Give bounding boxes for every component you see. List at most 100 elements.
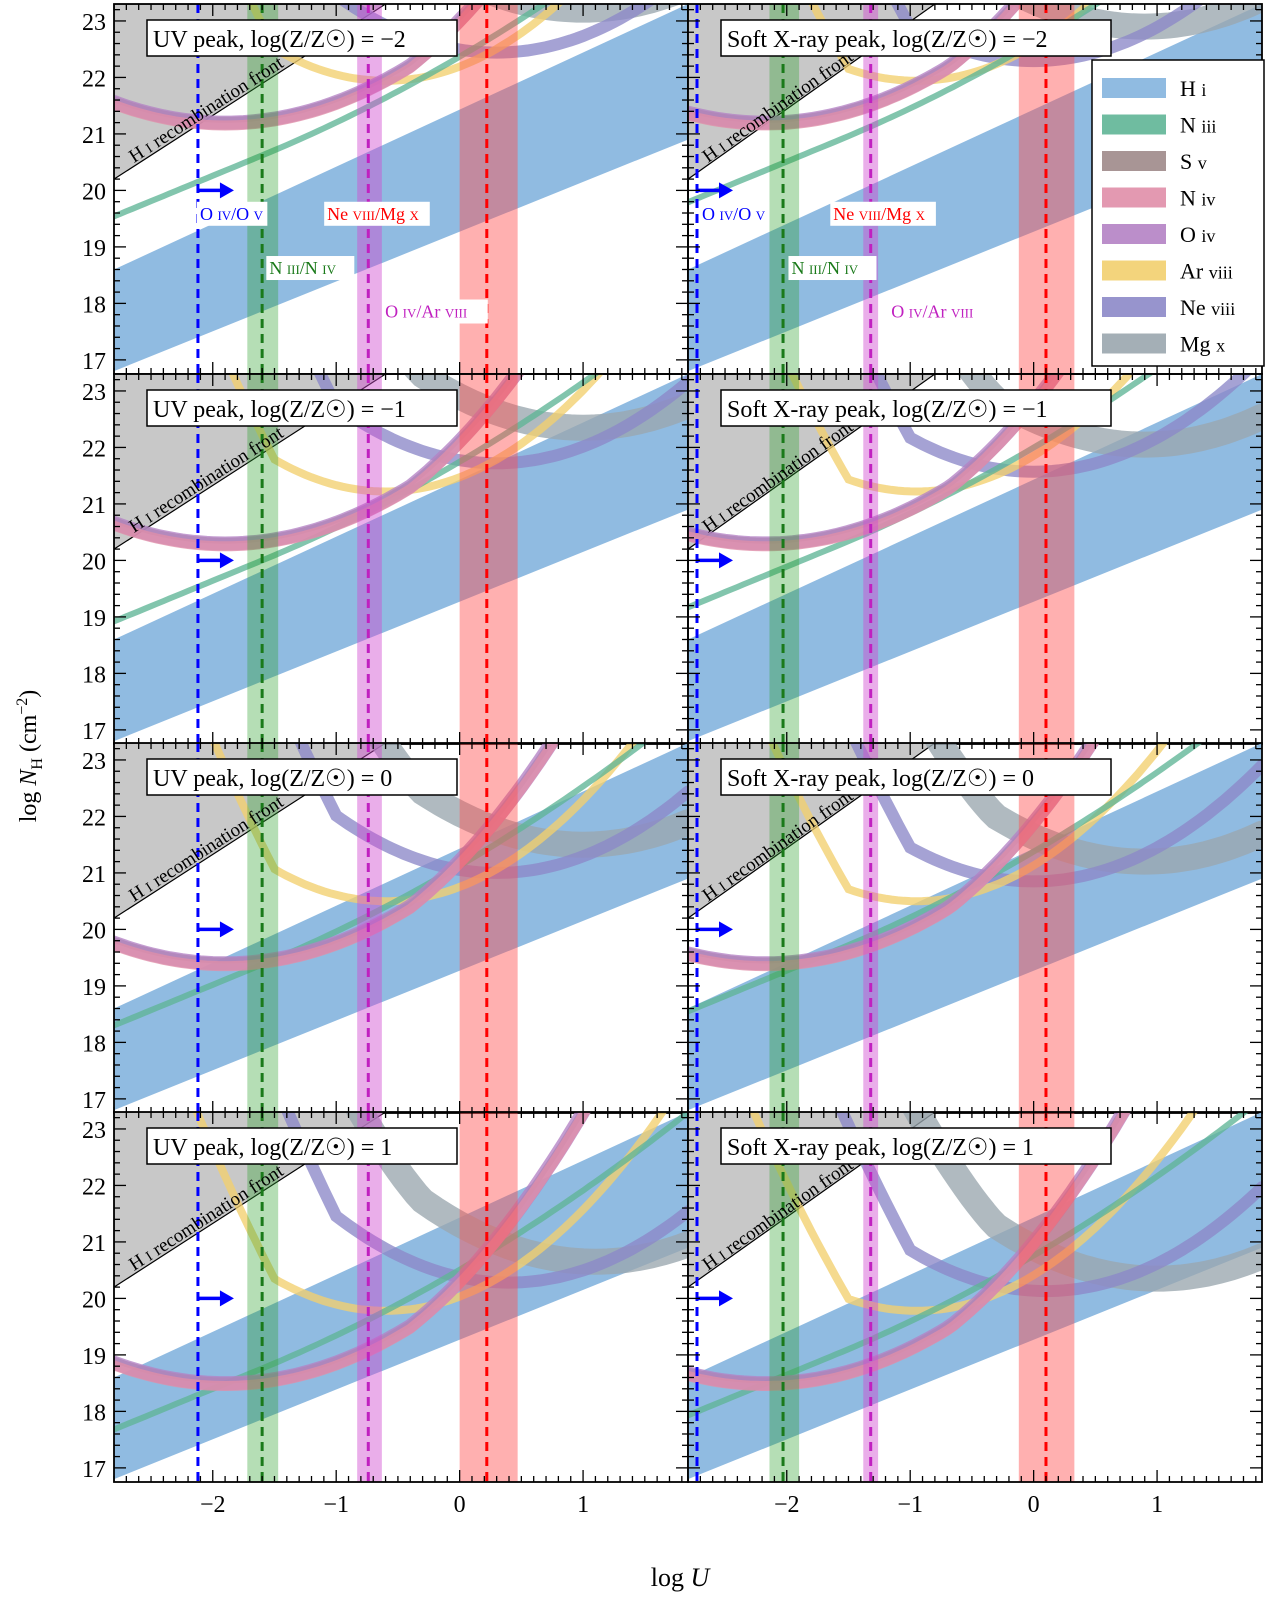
legend-item: S v <box>1102 149 1208 174</box>
legend-item: N iii <box>1102 113 1216 138</box>
y-tick-label: 22 <box>82 66 106 92</box>
tick-marks <box>113 4 688 374</box>
plot-area: H I recombination front <box>114 374 688 744</box>
label-oiv-arviii: O IV/Ar VIII <box>888 299 994 324</box>
y-tick-label: 18 <box>82 292 106 318</box>
arrow-head <box>219 1290 234 1307</box>
hi-band <box>114 374 688 742</box>
ion-curve-mg-x <box>957 374 1262 458</box>
legend: H i N iii S v N iv O iv Ar viii Ne viii Mg x <box>1091 59 1265 367</box>
band-neviii-mgx <box>459 1112 518 1482</box>
y-tick-label: 22 <box>82 1174 106 1200</box>
y-tick-label: 21 <box>82 493 106 519</box>
label-text: O IV/Ar VIII <box>385 302 467 322</box>
label-bg <box>266 256 355 281</box>
title-text: UV peak, log(Z/Z☉) = 0 <box>153 766 392 792</box>
title-text: Soft X-ray peak, log(Z/Z☉) = −2 <box>727 27 1048 53</box>
ion-curve-mg-x <box>924 743 1262 875</box>
x-tick-label: −2 <box>774 1492 800 1518</box>
panel-title: UV peak, log(Z/Z☉) = 0 <box>146 758 458 796</box>
panel-title: Soft X-ray peak, log(Z/Z☉) = 1 <box>720 1127 1112 1165</box>
x-tick-label: −1 <box>897 1492 923 1518</box>
ion-curve-n-iii <box>114 4 550 220</box>
label-bg <box>788 256 877 281</box>
y-tick-label: 20 <box>82 1287 106 1313</box>
panel-title: Soft X-ray peak, log(Z/Z☉) = −1 <box>720 389 1112 427</box>
y-tick-label: 19 <box>82 1344 106 1370</box>
label-neviii-mgx: Ne VIII/Mg X <box>324 201 430 226</box>
legend-label: N iv <box>1180 186 1216 211</box>
label-oiv-ov: O IV/O V <box>196 201 268 226</box>
panel-frame <box>687 1111 1263 1483</box>
label-text: O IV/Ar VIII <box>891 302 973 322</box>
y-tick-label: 18 <box>82 1031 106 1057</box>
arrow-head <box>219 552 234 569</box>
title-box <box>720 758 1112 796</box>
title-box <box>720 1127 1112 1165</box>
x-tick-label: 0 <box>454 1492 466 1518</box>
y-tick-label: 20 <box>82 918 106 944</box>
ion-curve-ne-viii <box>835 1112 1262 1298</box>
y-tick-label: 22 <box>82 805 106 831</box>
legend-label: N iii <box>1180 113 1216 138</box>
y-tick-label: 19 <box>82 236 106 262</box>
panel-title: Soft X-ray peak, log(Z/Z☉) = 0 <box>720 758 1112 796</box>
title-text: Soft X-ray peak, log(Z/Z☉) = −1 <box>727 397 1048 423</box>
y-tick-label: 23 <box>82 1118 106 1144</box>
legend-item: Mg x <box>1102 332 1225 357</box>
y-axis-label: log NH (cm−2) <box>14 690 46 823</box>
y-tick-label: 23 <box>82 749 106 775</box>
label-text: N III/N IV <box>791 258 858 278</box>
band-neviii-mgx <box>459 743 518 1113</box>
title-box <box>720 389 1112 427</box>
legend-swatch <box>1102 151 1166 171</box>
y-tick-label: 18 <box>82 662 106 688</box>
legend-item: Ar viii <box>1102 259 1233 284</box>
label-text: Ne VIII/Mg X <box>833 204 925 224</box>
x-axis-label: log U <box>651 1563 712 1592</box>
panel-title: UV peak, log(Z/Z☉) = −2 <box>146 19 458 57</box>
y-tick-label: 19 <box>82 975 106 1001</box>
title-box <box>146 389 458 427</box>
ion-curve-n-iv <box>688 374 1065 552</box>
title-box <box>720 19 1112 57</box>
ion-curve-ne-viii <box>294 743 688 879</box>
panel-title: Soft X-ray peak, log(Z/Z☉) = −2 <box>720 19 1112 57</box>
ion-curve-n-iv <box>114 743 560 972</box>
label-bg <box>196 201 268 226</box>
legend-swatch <box>1102 333 1166 354</box>
ion-curve-n-iii <box>114 743 649 1029</box>
label-bg <box>382 299 488 324</box>
y-tick-label: 17 <box>82 1088 106 1114</box>
label-text: O IV/O V <box>702 204 766 224</box>
legend-swatch <box>1102 78 1166 98</box>
legend-label: Ne viii <box>1180 295 1235 320</box>
arrow-head <box>719 921 733 938</box>
legend-item: Ne viii <box>1102 295 1235 320</box>
ion-curve-n-iv <box>688 4 1024 131</box>
hi-band <box>688 743 1262 1111</box>
legend-swatch <box>1102 224 1166 244</box>
legend-label: S v <box>1180 149 1208 174</box>
ion-curve-n-iii <box>688 374 1155 611</box>
legend-item: H i <box>1102 76 1206 101</box>
ion-curve-n-iii <box>688 4 1102 206</box>
legend-label: Mg x <box>1180 332 1225 357</box>
label-text: O IV/O V <box>200 204 264 224</box>
arrow-head <box>719 1290 733 1307</box>
tick-marks <box>687 1112 1262 1482</box>
panel-frame <box>687 742 1263 1114</box>
label-bg <box>830 201 936 226</box>
legend-label: O iv <box>1180 222 1216 247</box>
ion-curve-ar-viii <box>228 374 604 496</box>
ion-curve-n-iv <box>114 4 484 131</box>
legend-label: Ar viii <box>1180 259 1233 284</box>
panel-title: UV peak, log(Z/Z☉) = −1 <box>146 389 458 427</box>
title-text: Soft X-ray peak, log(Z/Z☉) = 1 <box>727 1135 1034 1161</box>
title-text: UV peak, log(Z/Z☉) = −2 <box>153 27 406 53</box>
